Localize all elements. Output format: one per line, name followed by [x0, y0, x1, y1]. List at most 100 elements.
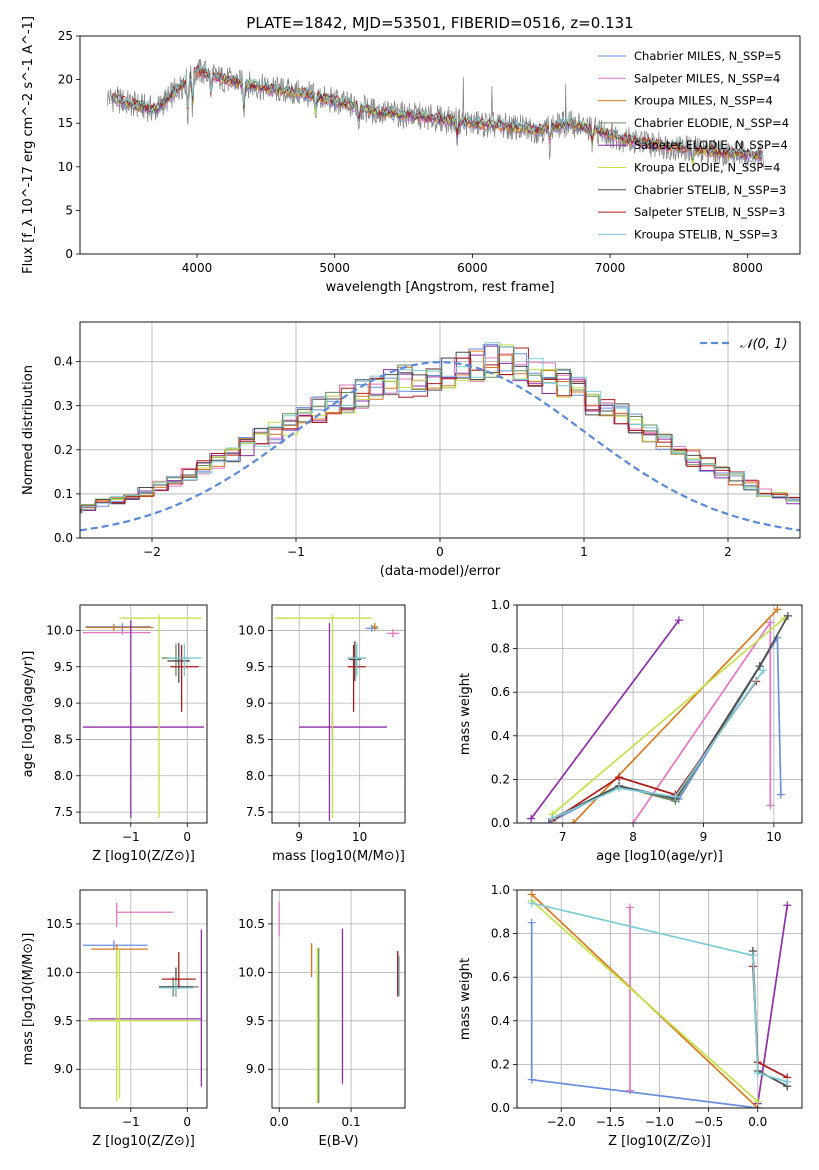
weight-marker — [629, 819, 638, 823]
plot-area — [82, 614, 205, 818]
y-tick-label: 10.0 — [46, 965, 73, 979]
y-axis-label: mass [log10(M/M⊙)] — [21, 933, 36, 1066]
weight-marker — [671, 792, 680, 801]
axes-frame — [79, 889, 208, 1109]
x-tick-label: 2 — [724, 545, 732, 559]
weight-line-6 — [551, 615, 789, 820]
plot-area — [275, 614, 399, 821]
weight-line-7 — [551, 680, 757, 822]
x-tick-label: −1 — [122, 1115, 140, 1129]
plot-area — [107, 58, 765, 170]
x-tick-label: 0.0 — [748, 1115, 767, 1129]
weight-marker — [615, 784, 624, 793]
y-tick-label: 0.2 — [491, 1057, 510, 1071]
weight-marker — [548, 814, 557, 823]
legend-label-2: Kroupa MILES, N_SSP=4 — [634, 94, 773, 108]
weight-line-2 — [572, 608, 779, 823]
y-tick-label: 9.0 — [246, 1062, 265, 1076]
y-tick-label: 8.5 — [54, 732, 73, 746]
histogram-5 — [80, 344, 800, 510]
legend-label-0: Chabrier MILES, N_SSP=5 — [634, 49, 781, 63]
model-spectrum-7 — [112, 64, 762, 159]
y-tick-label: 0.3 — [54, 399, 73, 413]
panel-spectrum: 4000 5000 6000 7000 8000 0 5 10 15 20 25 wavelength… — [21, 16, 801, 295]
y-tick-label: 0.1 — [54, 487, 73, 501]
y-tick-label: 0.4 — [491, 1014, 510, 1028]
axes-frame — [79, 604, 208, 824]
histogram-4 — [80, 345, 800, 511]
weight-line-0 — [530, 922, 758, 1108]
weight-marker — [527, 918, 536, 927]
y-tick-label: 8.5 — [246, 732, 265, 746]
weight-line-8 — [531, 902, 788, 1083]
y-axis-label: mass weight — [458, 673, 473, 755]
y-tick-label: 10.5 — [46, 917, 73, 931]
panel-weight-vs-Z: −2.0 −1.5 −1.0 −0.5 0.0 0.0 0.2 0.4 0.6 0.8 1.0 Z [… — [458, 883, 803, 1149]
plot-area — [527, 890, 792, 1108]
plot-area — [278, 901, 400, 1104]
x-axis-label: (data-model)/error — [380, 564, 501, 579]
y-tick-label: 0 — [65, 247, 73, 261]
x-axis-label: Z [log10(Z/Z⊙)] — [92, 849, 195, 864]
y-tick-label: 0.8 — [491, 642, 510, 656]
y-tick-label: 10.5 — [238, 917, 265, 931]
legend-label-7: Salpeter STELIB, N_SSP=3 — [634, 205, 785, 219]
y-tick-label: 10.0 — [238, 965, 265, 979]
weight-marker — [527, 899, 536, 908]
y-tick-label: 9.0 — [54, 696, 73, 710]
weight-marker — [783, 901, 792, 910]
weight-marker — [766, 618, 775, 627]
weight-marker — [753, 1097, 762, 1106]
y-tick-label: 5 — [65, 203, 73, 217]
weight-line-3 — [551, 665, 761, 820]
weight-marker — [626, 903, 635, 912]
weight-marker — [527, 814, 536, 823]
y-tick-label: 8.0 — [54, 769, 73, 783]
weight-marker — [766, 801, 775, 810]
y-axis-label: mass weight — [458, 958, 473, 1040]
x-tick-label: −1.5 — [596, 1115, 625, 1129]
legend: Chabrier MILES, N_SSP=5 Salpeter MILES, N… — [598, 49, 789, 241]
x-tick-label: 8000 — [732, 261, 763, 275]
legend: 𝒩(0, 1) — [700, 337, 787, 352]
x-tick-label: 0 — [183, 830, 191, 844]
y-tick-label: 0.2 — [54, 443, 73, 457]
histogram-8 — [80, 342, 800, 514]
x-tick-label: 9 — [295, 830, 303, 844]
weight-marker — [773, 605, 782, 614]
y-tick-label: 1.0 — [491, 598, 510, 612]
y-tick-label: 7.5 — [246, 805, 265, 819]
histogram-7 — [80, 347, 800, 513]
y-tick-label: 0.6 — [491, 685, 510, 699]
y-tick-label: 9.0 — [54, 1062, 73, 1076]
axes-frame — [79, 35, 801, 255]
axes-frame — [271, 889, 406, 1109]
x-tick-label: 0.0 — [270, 1115, 289, 1129]
y-tick-label: 25 — [58, 29, 73, 43]
x-tick-label: 6000 — [457, 261, 488, 275]
panel-mass-vs-EBV: 0.0 0.1 9.0 9.5 10.0 10.5 E(B-V) — [238, 889, 406, 1149]
x-tick-label: 7000 — [595, 261, 626, 275]
weight-line-5 — [531, 900, 759, 1103]
x-tick-label: 1 — [580, 545, 588, 559]
y-axis-label: age [log10(age/yr)] — [21, 651, 36, 778]
y-tick-label: 0.0 — [491, 816, 510, 830]
x-tick-label: 0 — [436, 545, 444, 559]
y-tick-label: 8.0 — [246, 769, 265, 783]
y-axis-label: Flux [f_λ 10^-17 erg cm^-2 s^-1 A^-1] — [21, 16, 36, 274]
y-tick-label: 9.5 — [246, 1014, 265, 1028]
legend-label-8: Kroupa STELIB, N_SSP=3 — [634, 227, 778, 241]
y-tick-label: 10.0 — [46, 623, 73, 637]
x-tick-label: −1 — [287, 545, 305, 559]
x-tick-label: 9 — [700, 830, 708, 844]
weight-line-5 — [551, 617, 785, 815]
weight-marker — [783, 611, 792, 620]
y-tick-label: 20 — [58, 73, 73, 87]
x-tick-label: −2 — [143, 545, 161, 559]
y-tick-label: 9.5 — [246, 660, 265, 674]
y-tick-label: 0.0 — [54, 531, 73, 545]
plot-area — [82, 902, 203, 1102]
y-tick-label: 7.5 — [54, 805, 73, 819]
x-tick-label: 0 — [183, 1115, 191, 1129]
weight-marker — [759, 666, 768, 675]
